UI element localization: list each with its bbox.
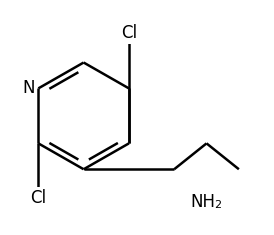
- Text: NH: NH: [190, 193, 215, 211]
- Text: Cl: Cl: [30, 189, 46, 207]
- Text: N: N: [22, 79, 35, 97]
- Text: Cl: Cl: [121, 24, 137, 42]
- Text: 2: 2: [214, 200, 221, 211]
